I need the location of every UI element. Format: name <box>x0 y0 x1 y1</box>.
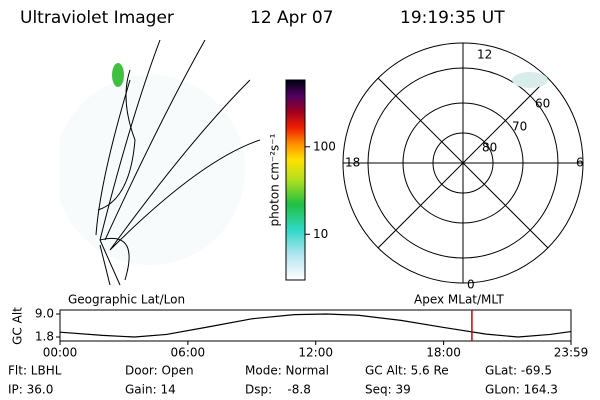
altitude-line <box>59 313 572 338</box>
x-tick-label: 23:59 <box>554 346 589 360</box>
mlt-label: 12 <box>477 48 492 62</box>
footer-item: GLon: 164.3 <box>485 383 558 397</box>
geo-image <box>60 40 260 286</box>
mlat-label: 60 <box>535 97 550 111</box>
mlat-label: 80 <box>482 141 497 155</box>
x-tick-label: 06:00 <box>171 346 206 360</box>
x-tick-label: 12:00 <box>298 346 333 360</box>
mlat-label: 70 <box>512 120 527 134</box>
colorbar <box>285 79 306 281</box>
mlt-label: 18 <box>345 156 360 170</box>
mlt-label: 6 <box>576 156 584 170</box>
footer-item: Gain: 14 <box>125 383 176 397</box>
polar-grid <box>342 42 584 284</box>
geo-label: Geographic Lat/Lon <box>68 293 185 307</box>
footer-item: Mode: Normal <box>245 364 329 378</box>
footer-item: Door: Open <box>125 364 194 378</box>
time: 19:19:35 UT <box>400 8 505 28</box>
mlt-label: 0 <box>467 278 475 292</box>
footer-item: GLat: -69.5 <box>485 364 552 378</box>
title: Ultraviolet Imager <box>20 8 174 28</box>
apex-label: Apex MLat/MLT <box>414 293 504 307</box>
alt-ylabel: GC Alt <box>11 307 25 345</box>
x-tick-label: 00:00 <box>43 346 78 360</box>
footer-item: Flt: LBHL <box>8 364 62 378</box>
x-tick-label: 18:00 <box>426 346 461 360</box>
footer-item: IP: 36.0 <box>8 383 53 397</box>
colorbar-tick-label: 100 <box>313 139 336 153</box>
footer-item: GC Alt: 5.6 Re <box>365 364 449 378</box>
date: 12 Apr 07 <box>250 8 333 28</box>
colorbar-tick-label: 10 <box>313 227 328 241</box>
y-tick-label: 1.8 <box>35 330 54 344</box>
y-tick-label: 9.0 <box>35 307 54 321</box>
footer-item: Dsp: -8.8 <box>245 383 311 397</box>
footer-item: Seq: 39 <box>365 383 411 397</box>
colorbar-label: photon cm⁻²s⁻¹ <box>268 133 282 226</box>
